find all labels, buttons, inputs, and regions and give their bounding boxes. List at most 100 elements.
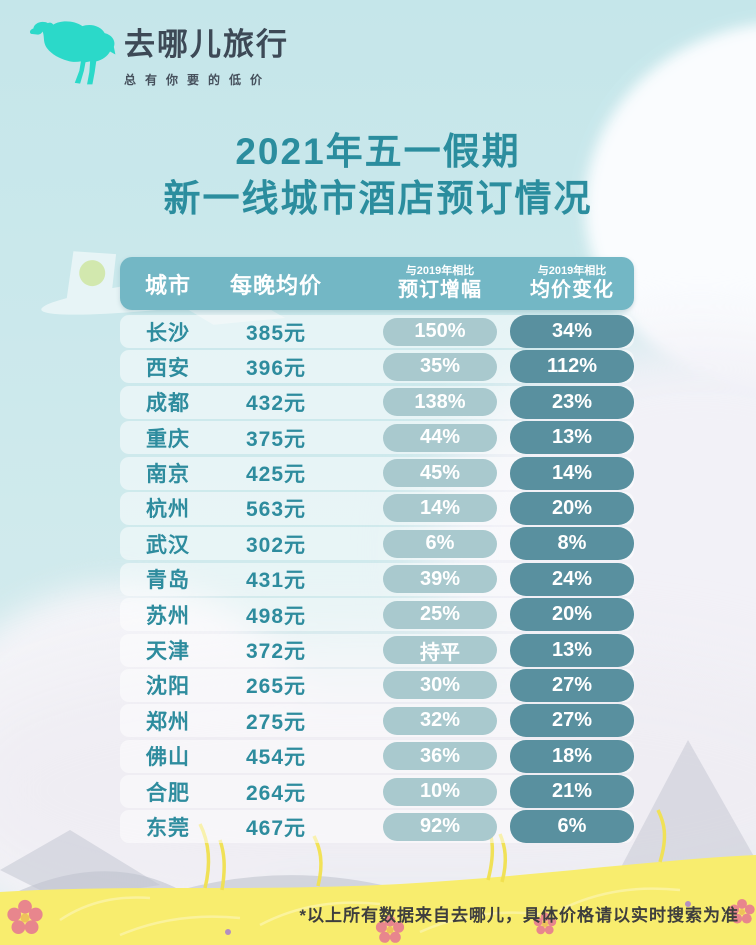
table-row: 佛山 454元 36% 18% [120,739,634,773]
price-change-pill: 20% [510,491,634,525]
price-cell: 431元 [245,569,307,593]
booking-growth-pill: 45% [383,459,497,488]
flower-icon [533,912,557,935]
city-cell: 杭州 [146,498,190,522]
city-cell: 郑州 [146,710,190,734]
price-cell: 265元 [245,675,307,699]
city-cell: 重庆 [146,427,190,451]
price-change-pill: 8% [510,527,634,561]
booking-growth-pill: 35% [383,352,497,381]
price-change-pill: 27% [510,668,634,702]
table-row: 西安 396元 35% 112% [120,350,634,384]
table-row: 成都 432元 138% 23% [120,385,634,419]
table-body: 长沙 385元 150% 34% 西安 396元 35% 112% 成都 432… [120,315,634,844]
price-change-pill: 6% [510,810,634,844]
brand-tagline: 总有你要的低价 [124,72,272,87]
city-cell: 东莞 [146,816,190,840]
price-cell: 563元 [245,498,307,522]
booking-growth-pill: 44% [383,423,497,452]
city-cell: 天津 [146,640,190,664]
grass-illustration [0,809,756,945]
title-line-2: 新一线城市酒店预订情况 [163,178,593,219]
price-change-pill: 18% [510,739,634,773]
footnote: *以上所有数据来自去哪儿，具体价格请以实时搜索为准 [299,906,739,925]
flower-bud-icon [685,901,691,907]
flower-icon [729,898,755,924]
table-row: 重庆 375元 44% 13% [120,421,634,455]
booking-growth-pill: 25% [383,600,497,629]
city-cell: 苏州 [146,604,190,628]
table-row: 南京 425元 45% 14% [120,456,634,490]
price-change-pill: 20% [510,598,634,632]
flower-icon [375,915,405,943]
city-cell: 成都 [146,392,190,416]
price-cell: 375元 [245,427,307,451]
city-cell: 西安 [146,356,190,380]
booking-growth-pill: 36% [383,742,497,771]
price-cell: 454元 [245,746,307,770]
price-change-pill: 24% [510,562,634,596]
table-row: 苏州 498元 25% 20% [120,598,634,632]
table-row: 东莞 467元 92% 6% [120,810,634,844]
page-title: 2021年五一假期 新一线城市酒店预订情况 [0,128,756,222]
booking-growth-pill: 6% [383,529,497,558]
price-cell: 264元 [245,781,307,805]
booking-growth-pill: 39% [383,565,497,594]
booking-growth-pill: 32% [383,706,497,735]
camel-icon [29,21,116,85]
table-row: 杭州 563元 14% 20% [120,491,634,525]
header-city: 城市 [144,272,191,298]
booking-growth-pill: 30% [383,671,497,700]
city-cell: 武汉 [146,533,190,557]
table-header: 城市 每晚均价 与2019年相比 预订增幅 与2019年相比 均价变化 [120,257,634,310]
city-cell: 长沙 [146,321,190,345]
table-row: 郑州 275元 32% 27% [120,704,634,738]
booking-growth-pill: 10% [383,777,497,806]
header-booking-label: 预订增幅 [398,279,482,302]
header-booking-note: 与2019年相比 [405,264,475,277]
price-cell: 302元 [245,533,307,557]
city-cell: 佛山 [146,746,190,770]
price-cell: 275元 [245,710,307,734]
flower-bud-icon [225,929,231,935]
table-row: 沈阳 265元 30% 27% [120,668,634,702]
price-cell: 372元 [245,640,307,664]
price-change-pill: 14% [510,456,634,490]
brand-name: 去哪儿旅行 [124,26,289,62]
price-cell: 396元 [245,356,307,380]
brand-header: 去哪儿旅行 总有你要的低价 [28,18,289,88]
flower-icon [7,899,43,934]
price-change-pill: 13% [510,421,634,455]
header-change-label: 均价变化 [530,279,614,302]
booking-growth-pill: 14% [383,494,497,523]
header-change-note: 与2019年相比 [537,264,607,277]
header-price: 每晚均价 [229,272,322,298]
price-change-pill: 21% [510,775,634,809]
price-cell: 432元 [245,392,307,416]
price-change-pill: 112% [510,350,634,384]
grass-texture [59,887,681,937]
price-change-pill: 13% [510,633,634,667]
booking-growth-pill: 150% [383,317,497,346]
city-cell: 沈阳 [146,675,190,699]
price-change-pill: 23% [510,385,634,419]
table-row: 武汉 302元 6% 8% [120,527,634,561]
city-cell: 青岛 [146,569,190,593]
booking-growth-pill: 92% [383,812,497,841]
price-change-pill: 27% [510,704,634,738]
header-booking-growth: 与2019年相比 预订增幅 [383,265,497,302]
booking-growth-pill: 138% [383,388,497,417]
table-row: 合肥 264元 10% 21% [120,775,634,809]
table-row: 天津 372元 持平 13% [120,633,634,667]
table-row: 青岛 431元 39% 24% [120,562,634,596]
price-cell: 467元 [245,816,307,840]
table-row: 长沙 385元 150% 34% [120,315,634,348]
city-cell: 合肥 [146,781,190,805]
price-change-pill: 34% [510,315,634,348]
title-line-1: 2021年五一假期 [235,131,521,172]
header-price-change: 与2019年相比 均价变化 [510,265,634,302]
city-cell: 南京 [146,463,190,487]
price-cell: 385元 [245,321,307,345]
price-cell: 498元 [245,604,307,628]
